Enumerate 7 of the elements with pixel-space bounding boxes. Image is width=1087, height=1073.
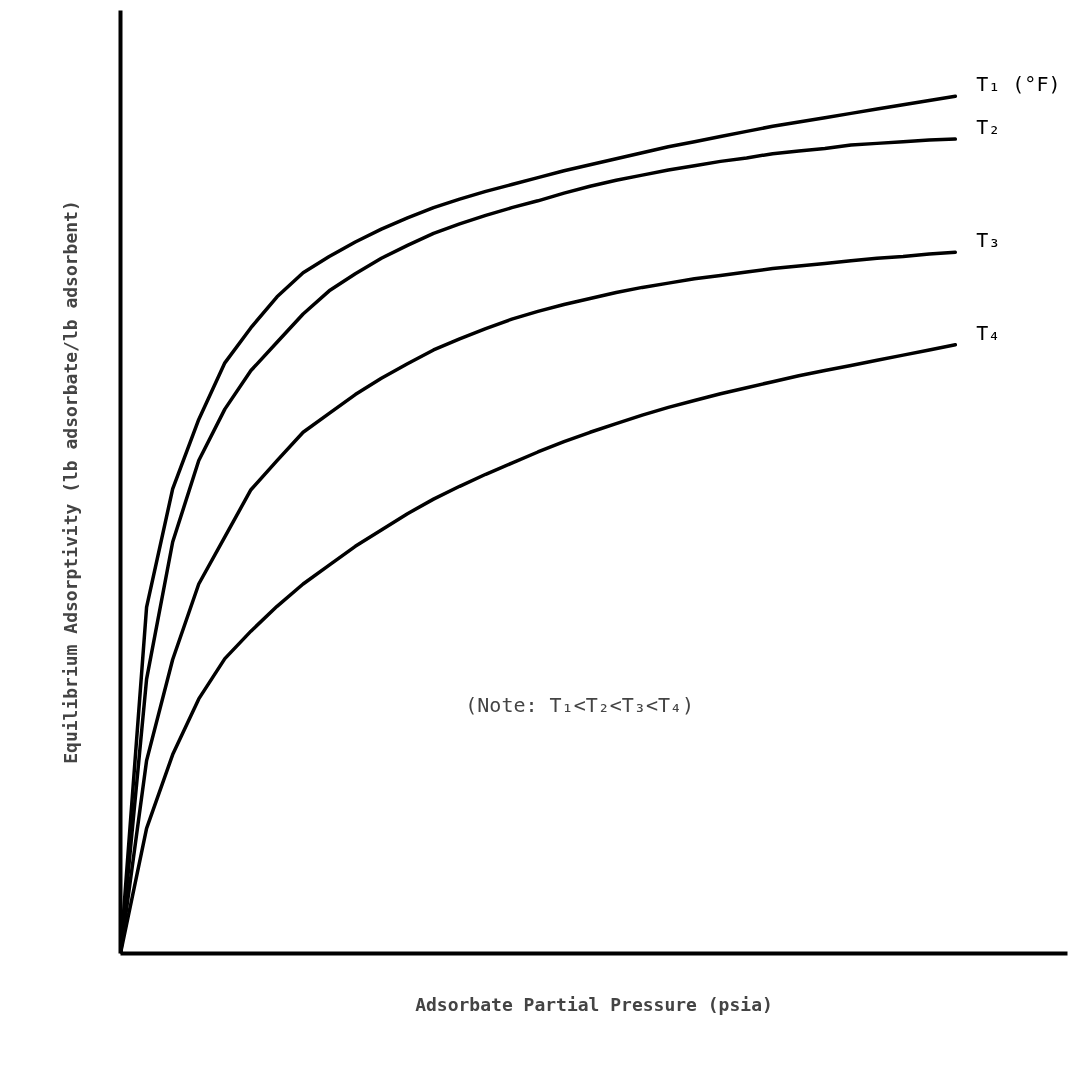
series-label: T₃: [976, 228, 1001, 253]
annotation: (Note: T₁<T₂<T₃<T₄): [465, 692, 695, 717]
series-label: T₄: [976, 320, 1001, 345]
x-axis-title: Adsorbate Partial Pressure (psia): [415, 993, 773, 1015]
series-label: T₁ (°F): [976, 72, 1061, 97]
y-axis-title: Equilibrium Adsorptivity (lb adsorbate/lb adsorbent): [59, 200, 81, 764]
series-label: T₂: [976, 115, 1001, 140]
